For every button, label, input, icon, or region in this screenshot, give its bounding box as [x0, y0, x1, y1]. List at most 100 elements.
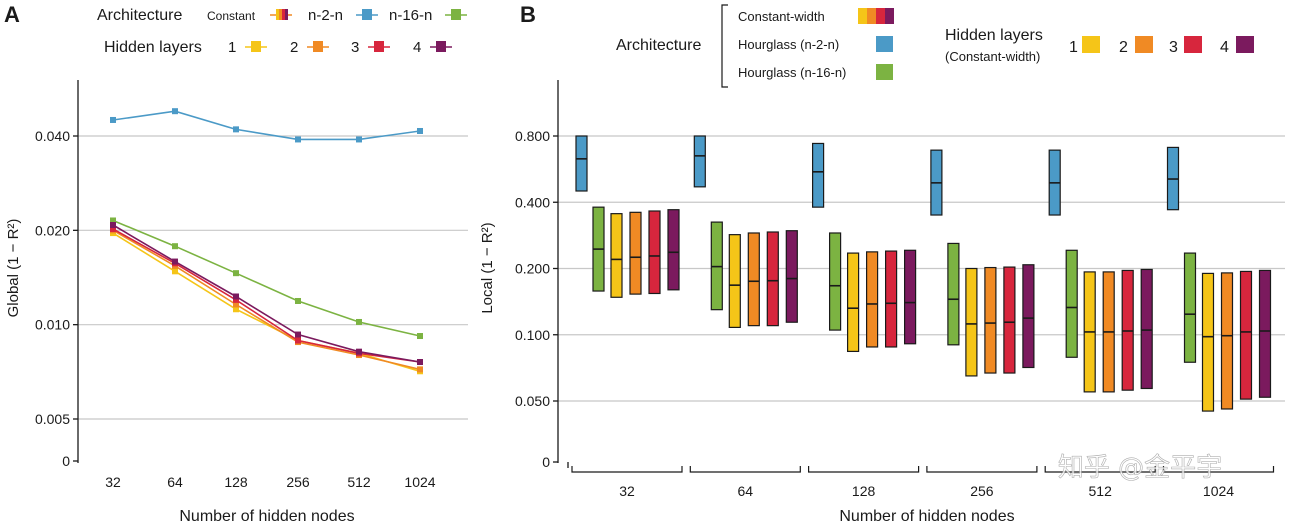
y-tick-label: 0	[542, 454, 550, 470]
box-constant-1	[846, 252, 860, 353]
box-constant-1	[965, 267, 978, 377]
series-line	[112, 232, 421, 373]
box-constant-4	[1258, 269, 1272, 398]
legend-a-hidden-4: 4	[413, 39, 421, 56]
panel-a-y-ticks: 0 0.005 0.010 0.020 0.040	[35, 128, 78, 469]
y-tick-label: 0.040	[35, 128, 70, 144]
data-point	[233, 306, 239, 313]
panel-a-x-ticks: 32 64 128 256 512 1024	[105, 474, 436, 490]
box-constant-4	[903, 249, 917, 345]
box-group-256	[930, 149, 1035, 377]
legend-b-hidden-subtitle: (Constant-width)	[945, 49, 1040, 64]
data-point	[233, 296, 239, 303]
series-line	[112, 219, 421, 337]
legend-a-hidden-1: 1	[228, 39, 236, 56]
legend-b-bracket	[721, 4, 728, 88]
legend-a-arch-n16n: n-16-n	[389, 7, 432, 24]
box-group-128	[811, 142, 917, 353]
y-tick-label: 0.800	[515, 128, 550, 144]
data-point	[233, 270, 239, 277]
x-tick-label: 128	[224, 474, 248, 490]
series-n-16-n	[110, 217, 423, 340]
x-tick-label: 256	[970, 483, 994, 499]
legend-b-arch-n2n: Hourglass (n-2-n)	[738, 37, 839, 52]
box-constant-3	[1003, 266, 1016, 374]
data-point	[110, 217, 116, 224]
legend-b-hidden-2: 2	[1119, 39, 1128, 56]
box-constant-1	[728, 234, 741, 328]
box-constant-4	[1140, 268, 1153, 390]
legend-b-arch-n16n: Hourglass (n-16-n)	[738, 65, 846, 80]
x-group-bracket	[926, 466, 1038, 473]
legend-a-hidden-4-key	[430, 41, 452, 52]
x-tick-label: 1024	[1203, 483, 1234, 499]
data-point	[417, 333, 423, 340]
box-group-1024	[1166, 146, 1272, 412]
data-point	[356, 136, 362, 143]
data-point	[172, 243, 178, 250]
box-hourglass-n-16-n-	[828, 232, 842, 331]
data-point	[295, 337, 301, 344]
legend-b-hidden-4: 4	[1220, 39, 1229, 56]
legend-b-hidden-3-key	[1184, 36, 1202, 53]
y-tick-label: 0.020	[35, 222, 70, 238]
legend-a-n2n-key	[356, 9, 378, 20]
legend-b-arch-constant: Constant-width	[738, 9, 825, 24]
x-tick-label: 32	[105, 474, 121, 490]
legend-a-constant-key	[270, 9, 292, 20]
data-point	[356, 348, 362, 355]
legend-a-n16n-key	[445, 9, 467, 20]
legend-b-hidden-title: Hidden layers	[945, 27, 1043, 44]
box-hourglass-n-16-n-	[1065, 249, 1078, 358]
y-tick-label: 0.100	[515, 327, 550, 343]
panel-b-y-ticks: 0 0.050 0.100 0.200 0.400 0.800	[515, 128, 558, 470]
box-constant-1	[1201, 272, 1215, 412]
data-point	[295, 297, 301, 304]
legend-b-n16n-key	[876, 64, 893, 80]
series-n-2-n	[110, 108, 423, 143]
x-group-bracket	[1044, 466, 1156, 473]
legend-b-hidden-3: 3	[1169, 39, 1178, 56]
legend-b-hidden-1: 1	[1069, 39, 1078, 56]
x-group-bracket	[808, 466, 920, 473]
y-tick-label: 0.010	[35, 317, 70, 333]
legend-a-arch-n2n: n-2-n	[308, 7, 343, 24]
x-tick-label: 512	[1089, 483, 1113, 499]
box-constant-3	[1239, 270, 1253, 400]
y-tick-label: 0.050	[515, 393, 550, 409]
series-line	[112, 110, 421, 141]
panel-a-y-label: Global (1 − R²)	[5, 219, 22, 318]
box-constant-3	[766, 231, 779, 327]
x-group-bracket	[571, 466, 683, 473]
panel-a-label: A	[4, 2, 20, 27]
x-tick-label: 1024	[404, 474, 435, 490]
x-tick-label: 64	[738, 483, 754, 499]
legend-a-hidden-3: 3	[351, 39, 359, 56]
panel-b-label: B	[520, 2, 536, 27]
x-tick-label: 128	[852, 483, 876, 499]
x-group-bracket	[689, 466, 801, 473]
box-hourglass-n-2-n-	[811, 142, 825, 208]
legend-a-hidden-2: 2	[290, 39, 298, 56]
x-group-bracket	[1162, 466, 1275, 473]
legend-b-hidden-1-key	[1082, 36, 1100, 53]
box-hourglass-n-2-n-	[693, 135, 706, 188]
data-point	[295, 136, 301, 143]
box-hourglass-n-16-n-	[947, 242, 960, 346]
legend-a-hidden-3-key	[368, 41, 390, 52]
legend-b-n2n-key	[876, 36, 893, 52]
x-tick-label: 32	[619, 483, 635, 499]
box-constant-2	[747, 232, 760, 327]
legend-b-constant-key	[858, 8, 894, 24]
box-group-512	[1048, 149, 1153, 393]
data-point	[417, 359, 423, 366]
data-point	[172, 268, 178, 275]
legend-b-architecture-title: Architecture	[616, 37, 701, 54]
panel-b-x-label: Number of hidden nodes	[839, 508, 1014, 523]
y-tick-label: 0	[62, 453, 70, 469]
box-constant-2	[1220, 272, 1234, 410]
data-point	[417, 127, 423, 134]
data-point	[295, 331, 301, 338]
